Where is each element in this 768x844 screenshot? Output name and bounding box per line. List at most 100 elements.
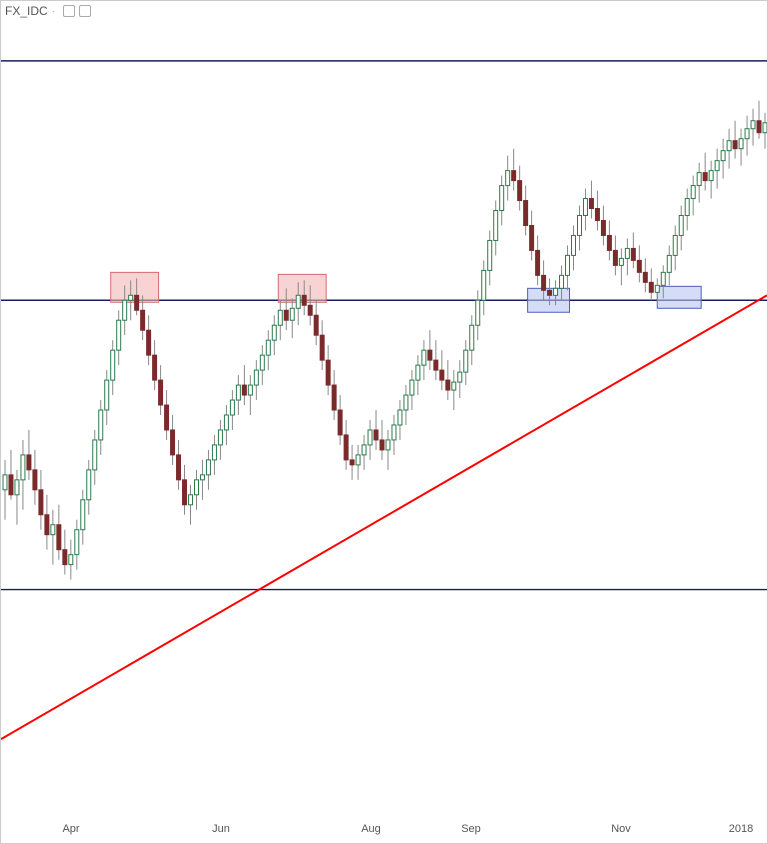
candle: [93, 440, 97, 470]
candle: [745, 129, 749, 139]
candle: [380, 440, 384, 450]
candle: [422, 350, 426, 365]
x-axis-tick: 2018: [729, 823, 753, 835]
candle: [727, 141, 731, 151]
chart-svg: [1, 21, 767, 813]
candle: [57, 525, 61, 550]
candle: [685, 199, 689, 216]
candle: [33, 470, 37, 490]
chart-header: FX_IDC ·: [1, 1, 767, 21]
candle: [464, 350, 468, 372]
candle: [428, 350, 432, 360]
candle: [404, 395, 408, 410]
candle: [458, 372, 462, 382]
candle: [637, 260, 641, 272]
candle: [129, 295, 133, 300]
candle: [416, 365, 420, 380]
candle: [649, 282, 653, 292]
candle: [715, 161, 719, 171]
candle: [111, 350, 115, 380]
candle: [476, 300, 480, 325]
candle: [560, 275, 564, 288]
candle: [69, 555, 73, 565]
x-axis-tick: Aug: [361, 823, 381, 835]
candle: [356, 455, 360, 465]
candle: [284, 310, 288, 320]
candle: [482, 270, 486, 300]
candle: [362, 445, 366, 455]
candle: [81, 500, 85, 530]
candle: [159, 380, 163, 405]
candle: [392, 425, 396, 440]
header-icon-2[interactable]: [79, 5, 91, 17]
chart-plot-area[interactable]: [1, 21, 767, 813]
x-axis: AprJunAugSepNov2018: [1, 813, 767, 843]
candle: [572, 235, 576, 255]
candle: [320, 335, 324, 360]
candle: [398, 410, 402, 425]
candle: [242, 385, 246, 395]
candle: [314, 315, 318, 335]
candle: [470, 325, 474, 350]
candle: [709, 171, 713, 181]
candle: [39, 490, 43, 515]
candle: [278, 310, 282, 325]
candle: [655, 285, 659, 292]
candle: [757, 121, 761, 133]
candle: [631, 248, 635, 260]
x-axis-tick: Apr: [62, 823, 79, 835]
candle: [494, 211, 498, 241]
candle: [117, 320, 121, 350]
candle: [200, 475, 204, 480]
candle: [434, 360, 438, 370]
candle: [27, 455, 31, 470]
candle: [63, 550, 67, 565]
candle: [302, 295, 306, 305]
candle: [194, 480, 198, 495]
candle: [554, 288, 558, 295]
candle: [21, 455, 25, 480]
candle: [338, 410, 342, 435]
candle: [530, 225, 534, 250]
candle: [703, 173, 707, 181]
candle: [272, 325, 276, 340]
x-axis-tick: Sep: [461, 823, 481, 835]
zone-rectangle: [657, 286, 701, 308]
candle: [368, 430, 372, 445]
candle: [673, 235, 677, 255]
candle: [296, 295, 300, 308]
candle: [488, 240, 492, 270]
candle: [99, 410, 103, 440]
candle: [290, 308, 294, 320]
candle: [171, 430, 175, 455]
candle: [308, 305, 312, 315]
candle: [721, 151, 725, 161]
candle: [536, 250, 540, 275]
candle: [386, 440, 390, 450]
candle: [212, 445, 216, 460]
candle: [548, 290, 552, 295]
candle: [15, 480, 19, 495]
candle: [374, 430, 378, 440]
candle: [3, 475, 7, 490]
candle: [189, 495, 193, 505]
candle: [75, 530, 79, 555]
candle: [577, 216, 581, 236]
candle: [452, 382, 456, 390]
candle: [9, 475, 13, 495]
candle: [230, 400, 234, 415]
candle: [177, 455, 181, 480]
candle: [344, 435, 348, 460]
candle: [601, 220, 605, 235]
candle: [566, 255, 570, 275]
candle: [697, 173, 701, 186]
candle: [506, 171, 510, 186]
header-icon-1[interactable]: [63, 5, 75, 17]
candle: [218, 430, 222, 445]
candle: [410, 380, 414, 395]
candle: [105, 380, 109, 410]
candle: [625, 248, 629, 258]
candle: [763, 123, 767, 133]
candle: [446, 380, 450, 390]
candle: [51, 525, 55, 535]
